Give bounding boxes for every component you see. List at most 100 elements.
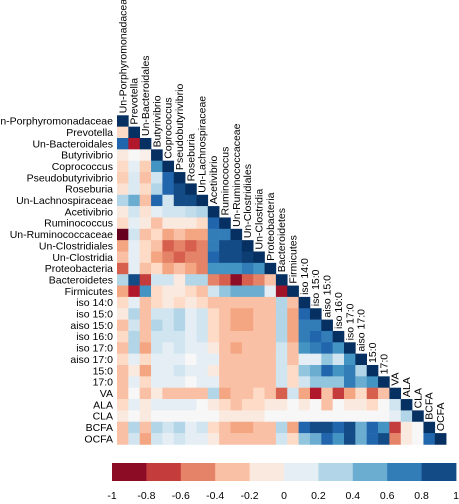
heatmap-cell: [139, 217, 152, 230]
heatmap-cell: [332, 342, 345, 354]
heatmap-cell: [139, 183, 152, 196]
heatmap-cell: [207, 399, 220, 411]
row-label: OCFA: [84, 433, 113, 445]
row-label: Proteobacteria: [45, 263, 113, 275]
column-label: ALA: [401, 377, 413, 397]
heatmap-cell: [298, 399, 311, 411]
row-label: Coprococcus: [52, 161, 113, 173]
heatmap-cell: [309, 353, 322, 366]
color-scale-bin: [421, 463, 457, 481]
heatmap-cell: [219, 240, 231, 252]
row-label: Butyrivibrio: [61, 150, 113, 162]
column-label: OCFA: [435, 403, 447, 432]
heatmap-cell: [207, 251, 220, 264]
heatmap-cell: [253, 376, 265, 388]
heatmap-cell: [173, 285, 186, 298]
heatmap-cell: [287, 421, 299, 434]
heatmap-cell: [196, 308, 209, 320]
heatmap-cell: [151, 240, 163, 252]
heatmap-cell: [230, 353, 243, 366]
heatmap-cell: [219, 365, 231, 377]
heatmap-cell: [151, 365, 163, 377]
heatmap-cell: [173, 274, 186, 286]
heatmap-cell: [230, 376, 243, 388]
heatmap-cell: [207, 206, 220, 218]
heatmap-cell: [378, 376, 390, 388]
heatmap-cell: [128, 172, 140, 184]
color-scale-tick-label: -0.4: [206, 490, 224, 502]
heatmap-cell: [344, 387, 356, 400]
heatmap-cell: [151, 206, 163, 218]
column-label: aiso 15:0: [322, 275, 334, 318]
heatmap-cell: [355, 421, 367, 434]
heatmap-cell: [151, 399, 163, 411]
heatmap-cell: [321, 365, 333, 377]
heatmap-cell: [117, 115, 129, 127]
heatmap-cells: [117, 115, 447, 445]
color-scale-tick-label: 0.2: [311, 490, 326, 502]
heatmap-cell: [355, 433, 367, 445]
heatmap-cell: [298, 376, 311, 388]
heatmap-cell: [139, 240, 152, 252]
heatmap-cell: [196, 296, 209, 309]
row-label: 15:0: [93, 365, 114, 377]
heatmap-cell: [253, 410, 265, 423]
heatmap-cell: [321, 376, 333, 388]
heatmap-cell: [162, 319, 175, 332]
heatmap-cell: [139, 342, 152, 354]
heatmap-cell: [230, 365, 243, 377]
heatmap-cell: [128, 183, 140, 196]
heatmap-cell: [207, 421, 220, 434]
row-label: CLA: [93, 411, 113, 423]
heatmap-cell: [139, 138, 152, 150]
heatmap-cell: [287, 296, 299, 309]
heatmap-cell: [219, 274, 231, 286]
heatmap-cell: [344, 376, 356, 388]
column-label: Un-Porphyromonadaceae: [117, 0, 129, 113]
color-scale-tick-label: 1: [453, 490, 459, 502]
heatmap-cell: [241, 262, 254, 275]
heatmap-cell: [162, 262, 175, 275]
row-label: Pseudobutyrivibrio: [27, 172, 114, 184]
heatmap-cell: [241, 285, 254, 298]
column-label: Ruminococcus: [219, 147, 231, 216]
heatmap-cell: [219, 228, 231, 241]
heatmap-cell: [128, 365, 140, 377]
color-scale-bar: [112, 463, 457, 481]
heatmap-cell: [298, 433, 311, 445]
heatmap-cell: [298, 319, 311, 332]
heatmap-cell: [230, 410, 243, 423]
heatmap-cell: [366, 410, 379, 423]
heatmap-cell: [219, 410, 231, 423]
heatmap-cell: [207, 330, 220, 343]
row-label: iso 16:0: [76, 331, 113, 343]
heatmap-cell: [128, 228, 140, 241]
heatmap-cell: [128, 262, 140, 275]
heatmap-cell: [207, 240, 220, 252]
heatmap-cell: [128, 251, 140, 264]
heatmap-cell: [139, 387, 152, 400]
heatmap-cell: [128, 319, 140, 332]
heatmap-cell: [264, 319, 277, 332]
heatmap-cell: [219, 421, 231, 434]
heatmap-cell: [332, 330, 345, 343]
heatmap-cell: [253, 296, 265, 309]
heatmap-cell: [321, 410, 333, 423]
heatmap-cell: [230, 421, 243, 434]
heatmap-cell: [366, 387, 379, 400]
heatmap-cell: [412, 433, 424, 445]
heatmap-cell: [162, 421, 175, 434]
heatmap-cell: [162, 160, 175, 173]
heatmap-cell: [309, 421, 322, 434]
heatmap-cell: [241, 410, 254, 423]
heatmap-cell: [173, 421, 186, 434]
heatmap-cell: [162, 365, 175, 377]
heatmap-cell: [185, 194, 197, 207]
heatmap-cell: [298, 296, 311, 309]
heatmap-cell: [185, 228, 197, 241]
heatmap-cell: [151, 274, 163, 286]
heatmap-cell: [128, 194, 140, 207]
heatmap-cell: [196, 194, 209, 207]
heatmap-cell: [185, 342, 197, 354]
heatmap-cell: [185, 410, 197, 423]
